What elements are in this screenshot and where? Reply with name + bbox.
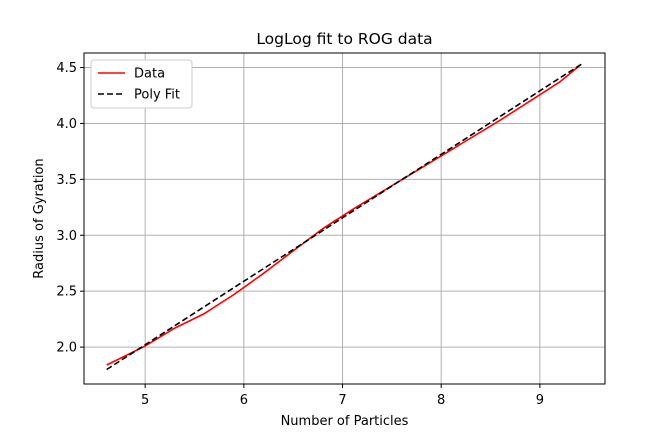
y-tick-label: 2.5 <box>56 285 77 300</box>
y-axis-label: Radius of Gyration <box>32 158 47 278</box>
y-tick-label: 4.0 <box>56 117 77 132</box>
x-tick-label: 7 <box>338 393 346 408</box>
series-layer <box>106 63 582 371</box>
legend: Data Poly Fit <box>90 59 193 109</box>
y-tick-label: 3.0 <box>56 229 77 244</box>
y-tick-label: 2.0 <box>56 341 77 356</box>
y-tick-label: 3.5 <box>56 173 77 188</box>
series-line-data <box>106 63 582 366</box>
plot-frame <box>83 52 606 385</box>
chart-title: LogLog fit to ROG data <box>256 30 432 48</box>
y-tick-label: 4.5 <box>56 61 77 76</box>
x-tick-label: 5 <box>141 393 149 408</box>
legend-label-poly-fit: Poly Fit <box>134 88 180 103</box>
x-tick-label: 9 <box>536 393 544 408</box>
x-axis-label: Number of Particles <box>281 414 409 429</box>
ticks: 5 6 7 8 9 2.0 2.5 3.0 3.5 4.0 4.5 <box>56 61 544 408</box>
x-tick-label: 6 <box>240 393 248 408</box>
series-line-poly-fit <box>106 63 582 371</box>
x-tick-label: 8 <box>437 393 445 408</box>
legend-label-data: Data <box>134 67 165 82</box>
legend-box <box>90 59 193 109</box>
